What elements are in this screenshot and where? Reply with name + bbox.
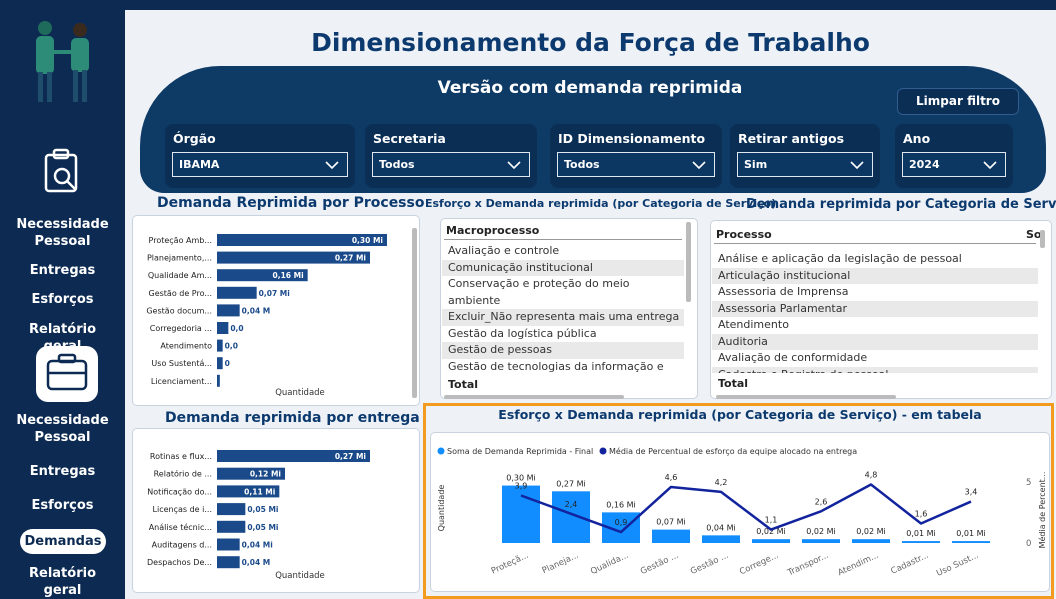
table-row[interactable]: Articulação institucional bbox=[712, 268, 1038, 285]
filter-label: Retirar antigos bbox=[738, 131, 844, 146]
clear-filter-button[interactable]: Limpar filtro bbox=[897, 88, 1019, 115]
nav-item[interactable]: Entregas bbox=[0, 262, 125, 279]
nav-item[interactable]: Demandas bbox=[20, 529, 106, 554]
table-row[interactable]: Gestão da logística pública bbox=[442, 326, 684, 343]
table-row[interactable]: Análise e aplicação da legislação de pes… bbox=[712, 251, 1038, 268]
chevron bbox=[507, 160, 521, 170]
filter-label: ID Dimensionamento bbox=[558, 131, 705, 146]
nav-item[interactable]: Esforços bbox=[0, 497, 125, 514]
filter-label: Secretaria bbox=[373, 131, 446, 146]
header-rule bbox=[714, 243, 1036, 244]
people-icon bbox=[36, 21, 89, 102]
chart-card bbox=[132, 428, 420, 593]
chart-card bbox=[430, 432, 1050, 592]
table-row[interactable]: Gestão de pessoas bbox=[442, 342, 684, 359]
column-header: Processo bbox=[716, 228, 772, 241]
chevron bbox=[325, 160, 339, 170]
filter-label: Ano bbox=[903, 131, 930, 146]
table-row[interactable]: Excluir_Não representa mais uma entrega bbox=[442, 309, 684, 326]
clipboard-icon bbox=[46, 150, 76, 191]
table-row[interactable]: Auditoria bbox=[712, 334, 1038, 351]
page-title: Dimensionamento da Força de Trabalho bbox=[125, 28, 1056, 57]
nav-item[interactable]: Relatório geral bbox=[0, 321, 125, 355]
chevron bbox=[692, 160, 706, 170]
scrollbar bbox=[686, 222, 691, 302]
table-row[interactable]: Avaliação e controle bbox=[442, 243, 684, 260]
header-rule bbox=[444, 239, 682, 240]
total-label: Total bbox=[448, 378, 478, 391]
page-subtitle: Versão com demanda reprimida bbox=[300, 78, 880, 98]
scrollbar bbox=[444, 395, 624, 399]
dashboard: Dimensionamento da Força de Trabalho Ver… bbox=[0, 0, 1056, 599]
nav-item[interactable]: Necessidade Pessoal bbox=[0, 412, 125, 446]
chevron bbox=[983, 160, 997, 170]
nav-item[interactable]: Esforços bbox=[0, 291, 125, 308]
table-row[interactable]: Assessoria de Imprensa bbox=[712, 284, 1038, 301]
sidebar-icons bbox=[0, 0, 125, 420]
table-body: Análise e aplicação da legislação de pes… bbox=[712, 251, 1038, 373]
nav-item[interactable]: Entregas bbox=[0, 463, 125, 480]
table-row[interactable]: Assessoria Parlamentar bbox=[712, 301, 1038, 318]
table-row[interactable]: Comunicação institucional bbox=[442, 260, 684, 277]
table-row[interactable]: Avaliação de conformidade bbox=[712, 350, 1038, 367]
filter-label: Órgão bbox=[173, 131, 216, 146]
table-title: Esforço x Demanda reprimida (por Categor… bbox=[425, 197, 776, 210]
chevron bbox=[850, 160, 864, 170]
chart-card bbox=[132, 215, 420, 406]
table-row[interactable]: Cadastro e Registro de pessoal bbox=[712, 367, 1038, 374]
table-row[interactable]: Conservação e proteção do meio ambiente bbox=[442, 276, 684, 309]
scrollbar bbox=[1040, 230, 1045, 248]
filter-dropdown[interactable]: IBAMA bbox=[172, 152, 348, 177]
scrollbar bbox=[716, 395, 896, 399]
table-row[interactable]: Gestão de tecnologias da informação e co… bbox=[442, 359, 684, 375]
column-header: Macroprocesso bbox=[446, 224, 539, 237]
nav-item[interactable]: Relatório geral bbox=[0, 565, 125, 599]
nav-item[interactable]: Necessidade Pessoal bbox=[0, 216, 125, 250]
table-title: Demanda reprimida por Categoria de Servi… bbox=[746, 197, 1056, 212]
table-row[interactable]: Atendimento bbox=[712, 317, 1038, 334]
total-label: Total bbox=[718, 377, 748, 390]
